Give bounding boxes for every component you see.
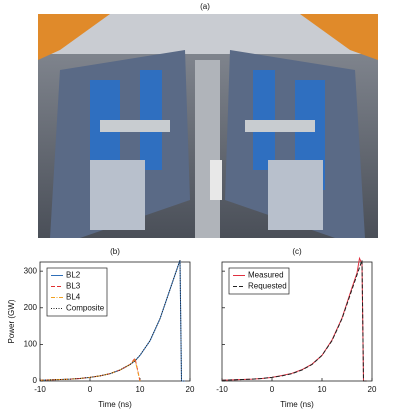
x-tick-label: -10 (34, 385, 46, 394)
y-tick-label: 0 (33, 376, 38, 385)
panel-label: (c) (292, 247, 302, 256)
plot-frame (39, 261, 191, 382)
x-tick-label: 20 (186, 385, 195, 394)
legend-label: Measured (248, 271, 284, 280)
x-tick-label: -10 (216, 385, 228, 394)
y-tick-label: 100 (24, 339, 38, 348)
photo-label: (a) (200, 2, 210, 11)
x-axis-label: Time (ns) (280, 400, 314, 409)
plot-frame (221, 261, 373, 382)
x-tick-label: 10 (136, 385, 145, 394)
photo (38, 14, 378, 238)
y-axis-label: Power (GW) (7, 299, 16, 343)
legend-label: BL3 (66, 282, 81, 291)
x-tick-label: 20 (368, 385, 377, 394)
x-tick-label: 10 (318, 385, 327, 394)
x-axis-label: Time (ns) (98, 400, 132, 409)
series-line (39, 260, 185, 382)
x-tick-label: 0 (270, 385, 275, 394)
panel-label: (b) (110, 247, 120, 256)
legend-label: BL4 (66, 293, 81, 302)
series-line (221, 260, 367, 382)
legend-label: BL2 (66, 271, 81, 280)
legend-label: Composite (66, 304, 105, 313)
x-tick-label: 0 (88, 385, 93, 394)
legend-box (228, 267, 290, 295)
legend-label: Requested (248, 282, 287, 291)
y-tick-label: 300 (24, 266, 38, 275)
y-tick-label: 200 (24, 303, 38, 312)
